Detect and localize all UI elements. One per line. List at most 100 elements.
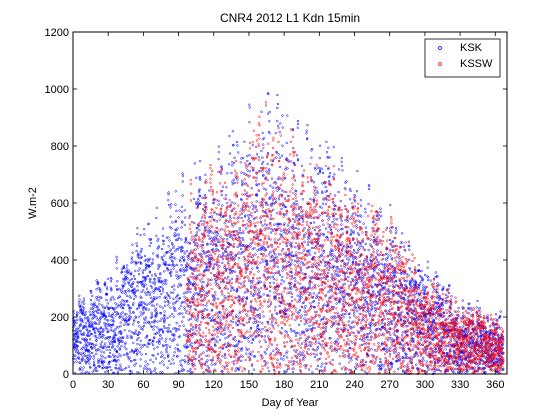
data-point — [466, 316, 469, 319]
data-point — [90, 324, 94, 327]
data-point — [75, 311, 79, 314]
data-point — [190, 341, 193, 345]
data-point — [292, 217, 295, 221]
data-point — [175, 321, 178, 325]
data-point — [362, 319, 365, 322]
data-point — [205, 354, 208, 357]
data-point — [223, 365, 227, 368]
data-point — [79, 316, 82, 319]
data-point — [163, 254, 166, 257]
data-point — [122, 304, 125, 307]
data-point — [376, 249, 379, 252]
data-point — [81, 358, 84, 361]
data-point — [102, 366, 105, 369]
data-point — [129, 306, 132, 310]
data-point — [304, 232, 307, 235]
data-point — [194, 318, 197, 321]
data-point — [84, 310, 87, 314]
data-point — [236, 342, 239, 346]
data-point — [235, 344, 239, 348]
data-point — [315, 294, 319, 297]
data-point — [261, 224, 264, 227]
data-point — [92, 310, 95, 313]
data-point — [118, 336, 121, 339]
data-point — [385, 312, 388, 316]
data-point — [217, 203, 220, 206]
data-point — [92, 360, 96, 363]
data-point — [77, 356, 80, 359]
data-point — [191, 328, 195, 331]
data-point — [406, 279, 409, 282]
data-point — [181, 194, 184, 197]
data-point — [81, 347, 84, 350]
data-point — [211, 358, 215, 362]
data-point — [186, 370, 189, 373]
data-point — [289, 285, 292, 288]
data-point — [151, 262, 154, 265]
data-point — [211, 248, 214, 251]
data-point — [294, 245, 297, 249]
data-point — [388, 238, 392, 242]
data-point — [235, 323, 238, 326]
data-point — [274, 182, 278, 185]
data-point — [314, 209, 317, 212]
data-point — [309, 253, 312, 256]
data-point — [132, 323, 135, 326]
data-point — [190, 282, 193, 285]
data-point — [182, 270, 185, 273]
data-point — [89, 351, 92, 354]
data-point — [156, 345, 159, 349]
data-point — [99, 326, 103, 330]
data-point — [85, 355, 88, 358]
data-point — [160, 328, 163, 332]
data-point — [200, 253, 203, 256]
data-point — [239, 161, 242, 164]
data-point — [78, 298, 81, 301]
data-point — [193, 243, 197, 246]
data-point — [205, 265, 209, 268]
data-point — [406, 317, 409, 320]
data-point — [142, 289, 145, 292]
data-point — [148, 293, 151, 297]
data-point — [206, 294, 209, 297]
data-point — [225, 313, 229, 316]
data-point — [96, 305, 99, 308]
data-point — [131, 260, 134, 263]
data-point — [313, 352, 316, 356]
data-point — [277, 349, 280, 352]
data-point — [223, 222, 226, 225]
data-point — [109, 286, 113, 289]
data-point — [100, 340, 104, 343]
data-point — [78, 304, 81, 308]
data-point — [199, 202, 202, 205]
data-point — [294, 307, 297, 310]
data-point — [159, 276, 162, 280]
data-point — [134, 362, 137, 365]
data-point — [174, 347, 177, 350]
data-point — [103, 283, 106, 287]
data-point — [109, 276, 112, 280]
data-point — [171, 262, 175, 265]
data-point — [261, 206, 264, 209]
data-point — [174, 219, 178, 223]
data-point — [243, 263, 247, 266]
data-point — [144, 316, 148, 319]
data-point — [119, 354, 122, 358]
data-point — [312, 201, 316, 204]
data-point — [175, 263, 179, 267]
data-point — [189, 266, 192, 270]
data-point — [221, 293, 224, 296]
data-point — [75, 318, 79, 321]
data-point — [124, 278, 128, 281]
data-point — [243, 224, 247, 227]
data-point — [88, 334, 91, 337]
data-point — [237, 151, 240, 154]
data-point — [235, 314, 238, 317]
data-point — [267, 335, 270, 338]
data-point — [197, 197, 200, 200]
data-point — [162, 242, 165, 245]
data-point — [192, 362, 195, 365]
data-point — [309, 307, 312, 310]
data-point — [379, 210, 382, 214]
data-point — [240, 359, 243, 363]
